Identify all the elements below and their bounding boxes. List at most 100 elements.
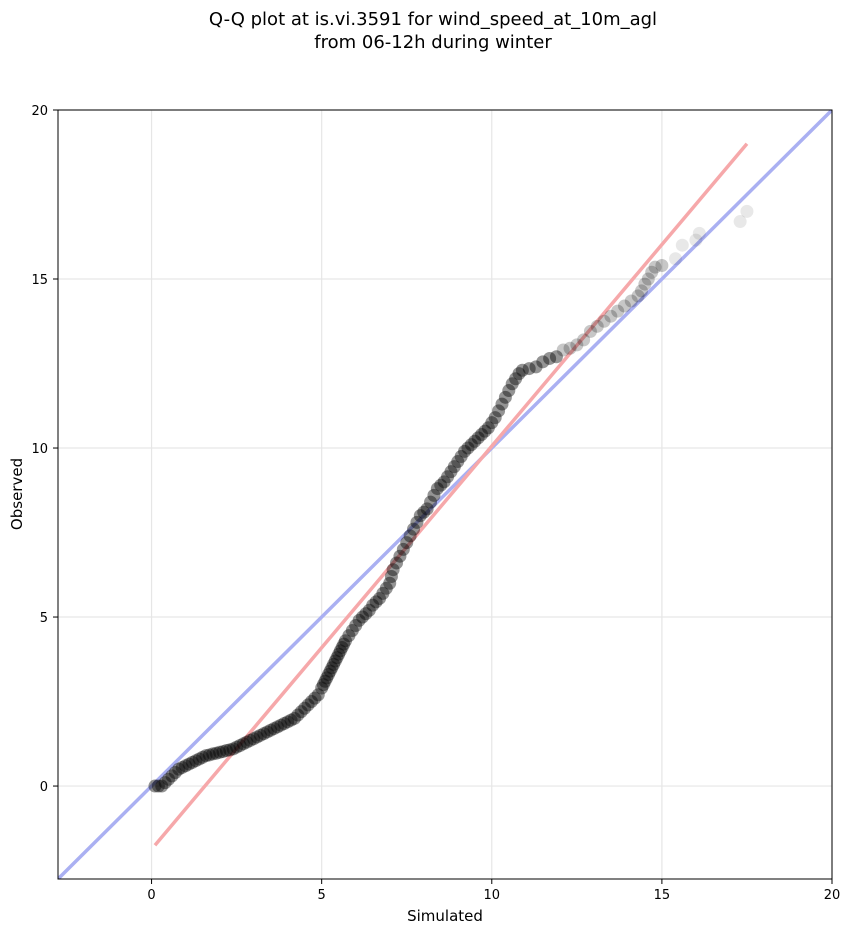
- data-point: [396, 542, 410, 556]
- data-point: [417, 505, 431, 519]
- data-point: [148, 779, 162, 793]
- axis-ticks: 0 5 10 15 20 0 5 10 15 20: [31, 104, 840, 903]
- data-point: [689, 233, 703, 247]
- data-point: [233, 738, 247, 752]
- reference-lines: [58, 110, 832, 879]
- data-point: [410, 515, 424, 529]
- data-point: [359, 607, 373, 621]
- data-point: [253, 728, 267, 742]
- data-point: [162, 772, 176, 786]
- y-tick-label: 15: [31, 273, 48, 288]
- data-point: [301, 698, 315, 712]
- fit-line: [153, 142, 749, 847]
- data-point: [316, 678, 330, 692]
- data-point: [611, 304, 625, 318]
- data-point: [458, 444, 472, 458]
- data-point: [468, 434, 482, 448]
- data-point: [498, 390, 512, 404]
- data-point: [437, 475, 451, 489]
- data-point: [260, 725, 274, 739]
- data-point: [379, 581, 393, 595]
- data-point: [740, 204, 754, 218]
- data-point: [733, 215, 747, 229]
- data-point: [617, 299, 631, 313]
- data-point: [376, 586, 390, 600]
- data-point: [634, 284, 648, 298]
- y-tick-label: 20: [31, 104, 48, 119]
- data-point: [315, 681, 329, 695]
- data-point: [641, 272, 655, 286]
- data-point: [543, 351, 557, 365]
- data-point: [461, 441, 475, 455]
- data-point: [264, 723, 278, 737]
- data-point: [502, 384, 516, 398]
- data-point: [219, 744, 233, 758]
- data-point: [384, 569, 398, 583]
- data-point: [345, 624, 359, 638]
- chart-title-line-1: Q-Q plot at is.vi.3591 for wind_speed_at…: [209, 9, 657, 30]
- data-point: [481, 421, 495, 435]
- data-point: [366, 598, 380, 612]
- data-point: [556, 343, 570, 357]
- x-axis-label: Simulated: [407, 907, 483, 925]
- data-point: [464, 438, 478, 452]
- data-point: [182, 757, 196, 771]
- data-point: [563, 341, 577, 355]
- data-point: [267, 722, 281, 736]
- data-point: [332, 647, 346, 661]
- data-point: [529, 360, 543, 374]
- data-point: [648, 260, 662, 274]
- data-point: [522, 362, 536, 376]
- data-point: [638, 277, 652, 291]
- data-point: [355, 610, 369, 624]
- data-point: [189, 754, 203, 768]
- data-point: [281, 715, 295, 729]
- data-point: [327, 657, 341, 671]
- data-point: [337, 637, 351, 651]
- data-point: [668, 252, 682, 266]
- x-tick-label: 15: [654, 888, 671, 903]
- data-point: [342, 629, 356, 643]
- data-point: [400, 536, 414, 550]
- data-point: [230, 740, 244, 754]
- data-point: [243, 733, 257, 747]
- y-tick-label: 0: [40, 780, 48, 795]
- data-point: [250, 730, 264, 744]
- data-point: [168, 766, 182, 780]
- data-point: [430, 482, 444, 496]
- data-point: [158, 776, 172, 790]
- data-point: [223, 743, 237, 757]
- data-point: [311, 688, 325, 702]
- data-point: [390, 556, 404, 570]
- data-point: [362, 603, 376, 617]
- data-point: [577, 333, 591, 347]
- data-point: [226, 742, 240, 756]
- data-point: [407, 522, 421, 536]
- data-point: [291, 708, 305, 722]
- data-point: [373, 591, 387, 605]
- x-tick-label: 5: [318, 888, 326, 903]
- data-point: [454, 449, 468, 463]
- data-point: [570, 338, 584, 352]
- data-point: [318, 674, 332, 688]
- data-point: [583, 324, 597, 338]
- data-point: [403, 529, 417, 543]
- data-point: [287, 711, 301, 725]
- data-point: [488, 411, 502, 425]
- data-point: [284, 713, 298, 727]
- data-point: [240, 735, 254, 749]
- data-point: [165, 769, 179, 783]
- data-point: [352, 613, 366, 627]
- data-point: [277, 717, 291, 731]
- data-point: [172, 762, 186, 776]
- x-tick-label: 20: [824, 888, 841, 903]
- data-point: [325, 661, 339, 675]
- data-point: [151, 779, 165, 793]
- data-point: [655, 258, 669, 272]
- data-point: [155, 779, 169, 793]
- data-point: [604, 309, 618, 323]
- chart-title-line-2: from 06-12h during winter: [314, 32, 552, 53]
- data-point: [692, 226, 706, 240]
- data-point: [447, 460, 461, 474]
